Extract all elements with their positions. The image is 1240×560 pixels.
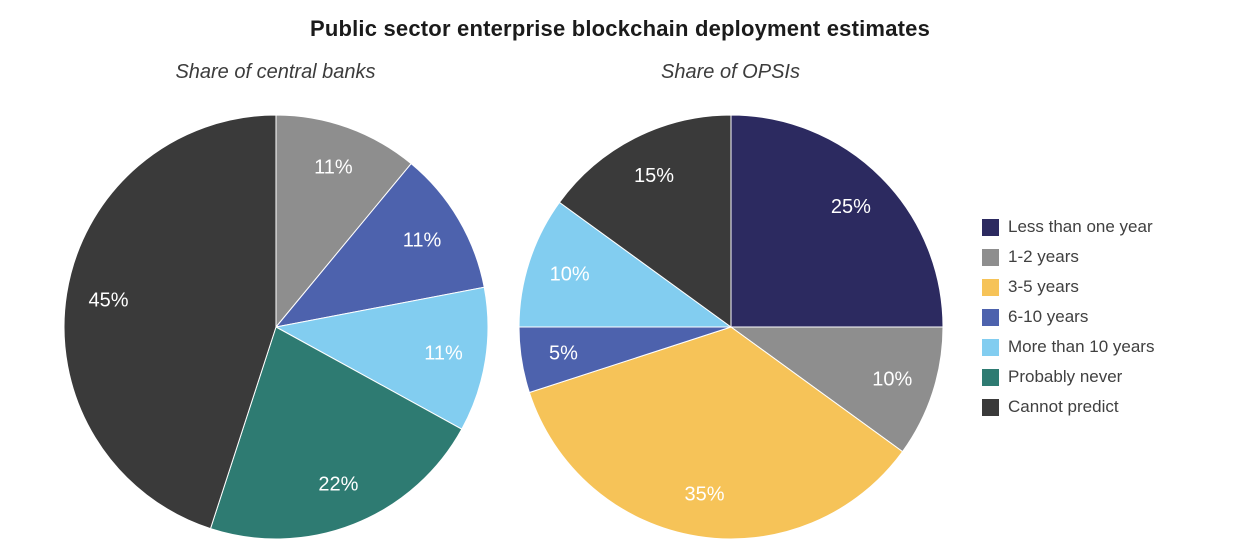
chart-main-title: Public sector enterprise blockchain depl… [309, 16, 931, 41]
legend-item-3-5-years: 3-5 years [982, 272, 1154, 302]
legend-item-more-than-10-years: More than 10 years [982, 332, 1154, 362]
pie-slice-1-2-years [728, 326, 944, 453]
opsis-chart-title: Share of OPSIs [661, 61, 800, 83]
legend-label-cannot-predict: Cannot predict [1008, 397, 1119, 416]
pie-slice-more-than-10-years [274, 286, 488, 430]
legend-item-1-2-years: 1-2 years [982, 242, 1154, 272]
pie-slice-probably-never [209, 326, 462, 540]
legend-swatch-probably-never [982, 368, 999, 386]
legend-label-1-2-years: 1-2 years [1008, 247, 1079, 266]
legend-swatch-6-10-years [982, 308, 999, 326]
legend-label-3-5-years: 3-5 years [1008, 277, 1079, 296]
pie-slice-value-3-5-years: 35% [684, 484, 724, 506]
central-banks-chart-title: Share of central banks [175, 61, 376, 83]
legend-item-cannot-predict: Cannot predict [982, 392, 1154, 422]
legend: Less than one year 1-2 years 3-5 years 6-10… [982, 212, 1154, 422]
pie-slice-6-10-years [274, 162, 485, 328]
legend-swatch-3-5-years [982, 278, 999, 296]
legend-label-6-10-years: 6-10 years [1008, 307, 1089, 326]
pie-slice-value-less-than-one-year: 25% [830, 196, 870, 218]
pie-slice-value-more-than-10-years: 10% [549, 264, 589, 286]
pie-slice-value-probably-never: 22% [318, 474, 358, 496]
pie-slice-value-1-2-years: 11% [314, 156, 353, 178]
pie-slice-3-5-years [528, 326, 903, 540]
legend-item-6-10-years: 6-10 years [982, 302, 1154, 332]
central-banks-chart: Share of central banks 11% 11% 11% 22% 45% [48, 60, 503, 550]
charts-row: Share of central banks 11% 11% 11% 22% 45% S… [0, 60, 1240, 550]
opsis-pie: 25% 10% 35% 5% 10% 15% [517, 114, 944, 540]
pie-slice-value-6-10-years: 5% [549, 343, 578, 365]
pie-slice-value-6-10-years: 11% [402, 230, 441, 252]
pie-slice-cannot-predict [63, 114, 276, 530]
legend-label-probably-never: Probably never [1008, 367, 1123, 386]
legend-item-probably-never: Probably never [982, 362, 1154, 392]
legend-label-more-than-10-years: More than 10 years [1008, 337, 1155, 356]
legend-swatch-1-2-years [982, 248, 999, 266]
pie-slice-cannot-predict [558, 114, 731, 328]
legend-swatch-less-than-one-year [982, 218, 999, 236]
pie-slice-more-than-10-years [517, 201, 733, 328]
legend-label-less-than-one-year: Less than one year [1008, 217, 1153, 236]
pie-slice-value-more-than-10-years: 11% [424, 343, 463, 365]
legend-item-less-than-one-year: Less than one year [982, 212, 1154, 242]
legend-swatch-cannot-predict [982, 398, 999, 416]
opsis-chart: Share of OPSIs 25% 10% 35% 5% 10% 15% [503, 60, 958, 550]
central-banks-pie: 11% 11% 11% 22% 45% [63, 114, 488, 540]
pie-slice-value-cannot-predict: 45% [88, 290, 128, 312]
legend-swatch-more-than-10-years [982, 338, 999, 356]
pie-slice-1-2-years [275, 114, 412, 329]
pie-slice-value-cannot-predict: 15% [633, 165, 673, 187]
pie-slice-value-1-2-years: 10% [872, 368, 912, 390]
pie-slice-less-than-one-year [730, 114, 944, 328]
